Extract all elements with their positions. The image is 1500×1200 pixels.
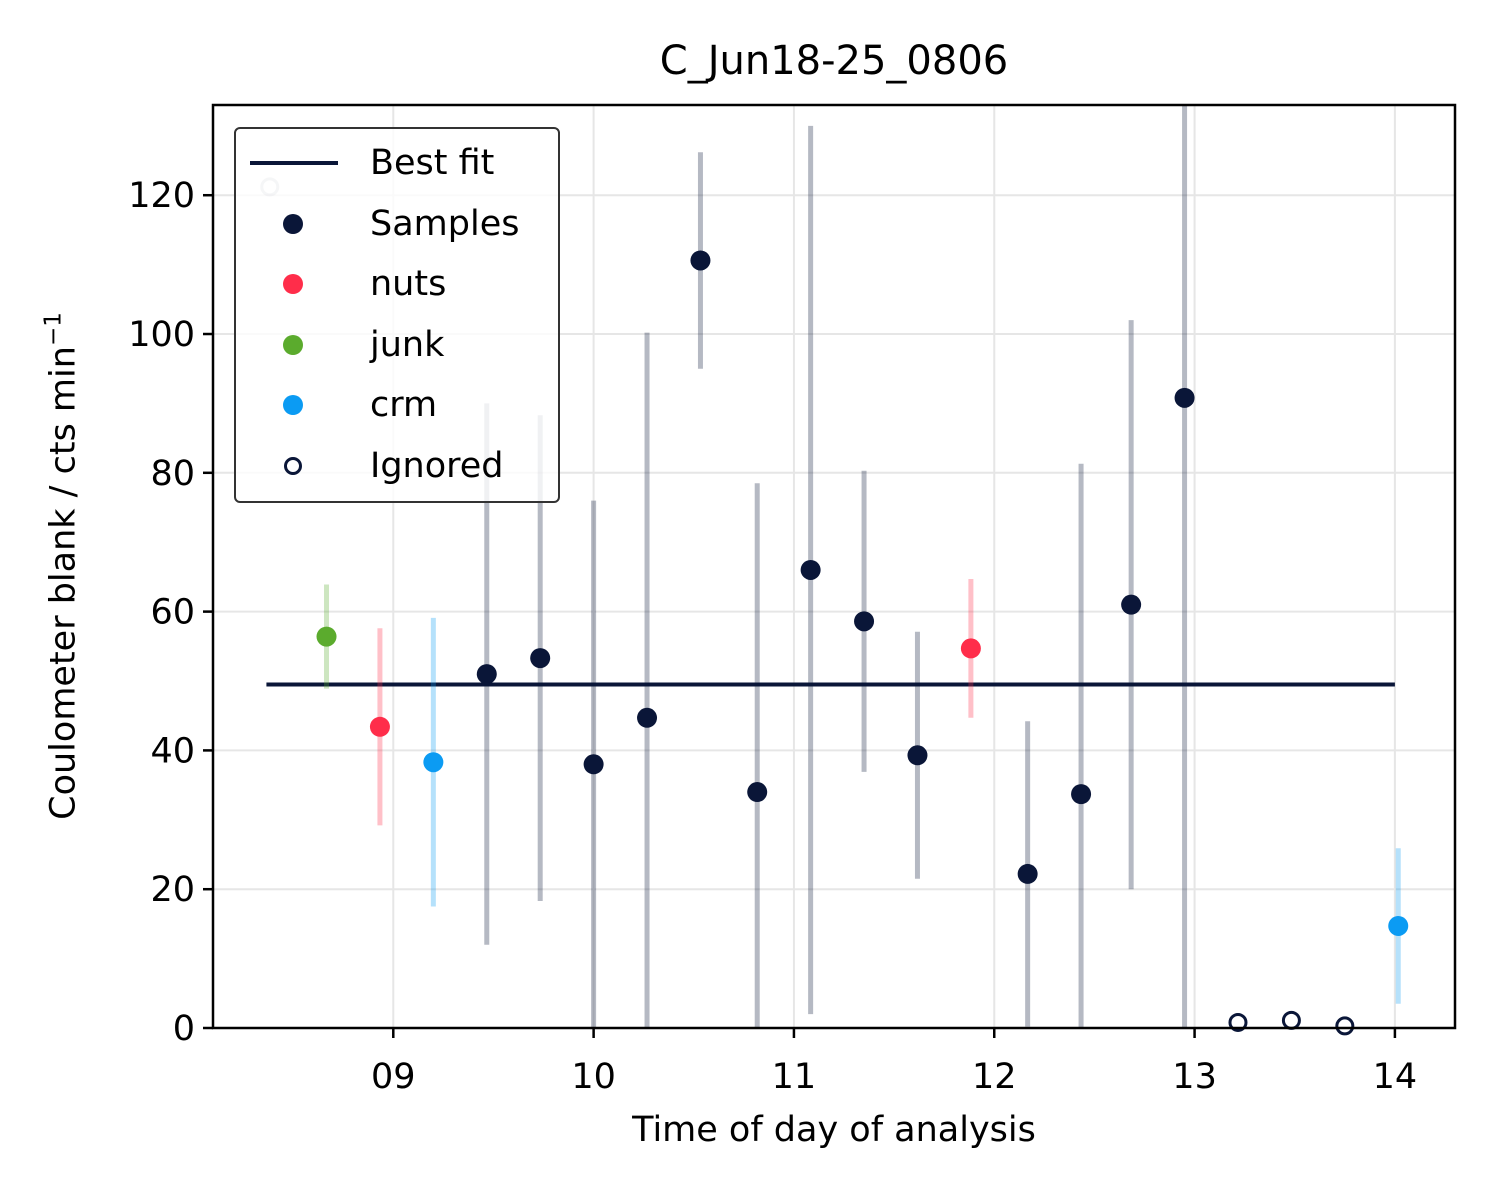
y-axis-ticks: 0 20 40 60 80 100 120 <box>128 176 213 1049</box>
data-point-crm <box>1388 915 1409 936</box>
data-points <box>260 177 1409 1036</box>
data-point-ignored <box>1335 1016 1355 1036</box>
data-point-junk <box>316 626 337 647</box>
data-point-samples <box>1017 863 1038 884</box>
x-tick-label: 14 <box>1373 1057 1418 1097</box>
legend-label: Ignored <box>370 445 504 486</box>
legend-label: junk <box>370 324 445 365</box>
data-point-nuts <box>960 638 981 659</box>
x-tick-label: 10 <box>571 1057 616 1097</box>
y-axis-label: Coulometer blank / cts min−1 <box>41 312 84 820</box>
legend-dot-marker <box>283 334 303 355</box>
data-point-samples <box>1174 387 1195 408</box>
y-tick-label: 60 <box>150 593 195 633</box>
data-point-ignored <box>1228 1012 1248 1032</box>
legend-line-marker <box>250 161 338 165</box>
legend-dot-marker <box>284 456 302 475</box>
data-point-samples <box>800 559 821 580</box>
data-point-crm <box>423 752 444 773</box>
legend: Best fit Samples nuts junk crm Ignored <box>234 127 560 503</box>
y-tick-label: 100 <box>128 315 195 355</box>
y-tick-label: 40 <box>150 731 195 771</box>
data-point-samples <box>530 648 551 669</box>
y-tick-label: 20 <box>150 870 195 910</box>
x-axis-ticks: 09 10 11 12 13 14 <box>371 1028 1417 1097</box>
data-point-samples <box>747 782 768 803</box>
data-point-samples <box>637 707 658 728</box>
legend-label: Samples <box>370 203 520 244</box>
legend-entry: crm <box>236 375 558 435</box>
legend-label: Best fit <box>370 143 495 183</box>
data-point-samples <box>476 664 497 685</box>
legend-entry: nuts <box>236 254 558 314</box>
x-tick-label: 13 <box>1172 1057 1217 1097</box>
data-point-samples <box>1121 594 1142 615</box>
legend-label: nuts <box>370 264 447 304</box>
legend-dot-marker <box>283 395 303 415</box>
data-point-nuts <box>369 716 390 737</box>
data-point-samples <box>854 611 875 632</box>
y-tick-label: 120 <box>128 176 195 216</box>
legend-entry: Ignored <box>236 436 558 496</box>
data-point-samples <box>690 250 711 271</box>
legend-dot-marker <box>283 213 303 234</box>
chart-title: C_Jun18-25_0806 <box>659 38 1009 84</box>
plot-frame <box>211 103 1457 1030</box>
y-tick-label: 80 <box>150 454 195 494</box>
legend-entry: junk <box>236 315 558 375</box>
legend-entry: Samples <box>236 194 558 254</box>
legend-entry: Best fit <box>236 133 558 193</box>
data-point-samples <box>1071 784 1092 805</box>
x-tick-label: 09 <box>371 1057 416 1097</box>
legend-dot-marker <box>283 274 303 294</box>
data-point-ignored <box>1281 1010 1301 1030</box>
x-tick-label: 11 <box>772 1057 817 1097</box>
y-axis-label-exponent: −1 <box>40 312 67 347</box>
legend-label: crm <box>370 385 438 425</box>
x-axis-label: Time of day of analysis <box>632 1110 1036 1150</box>
y-tick-label: 0 <box>173 1009 195 1049</box>
y-axis-label-text: Coulometer blank / cts min <box>43 346 84 820</box>
x-tick-label: 12 <box>972 1057 1017 1097</box>
data-point-samples <box>583 754 604 775</box>
data-point-samples <box>907 745 928 766</box>
